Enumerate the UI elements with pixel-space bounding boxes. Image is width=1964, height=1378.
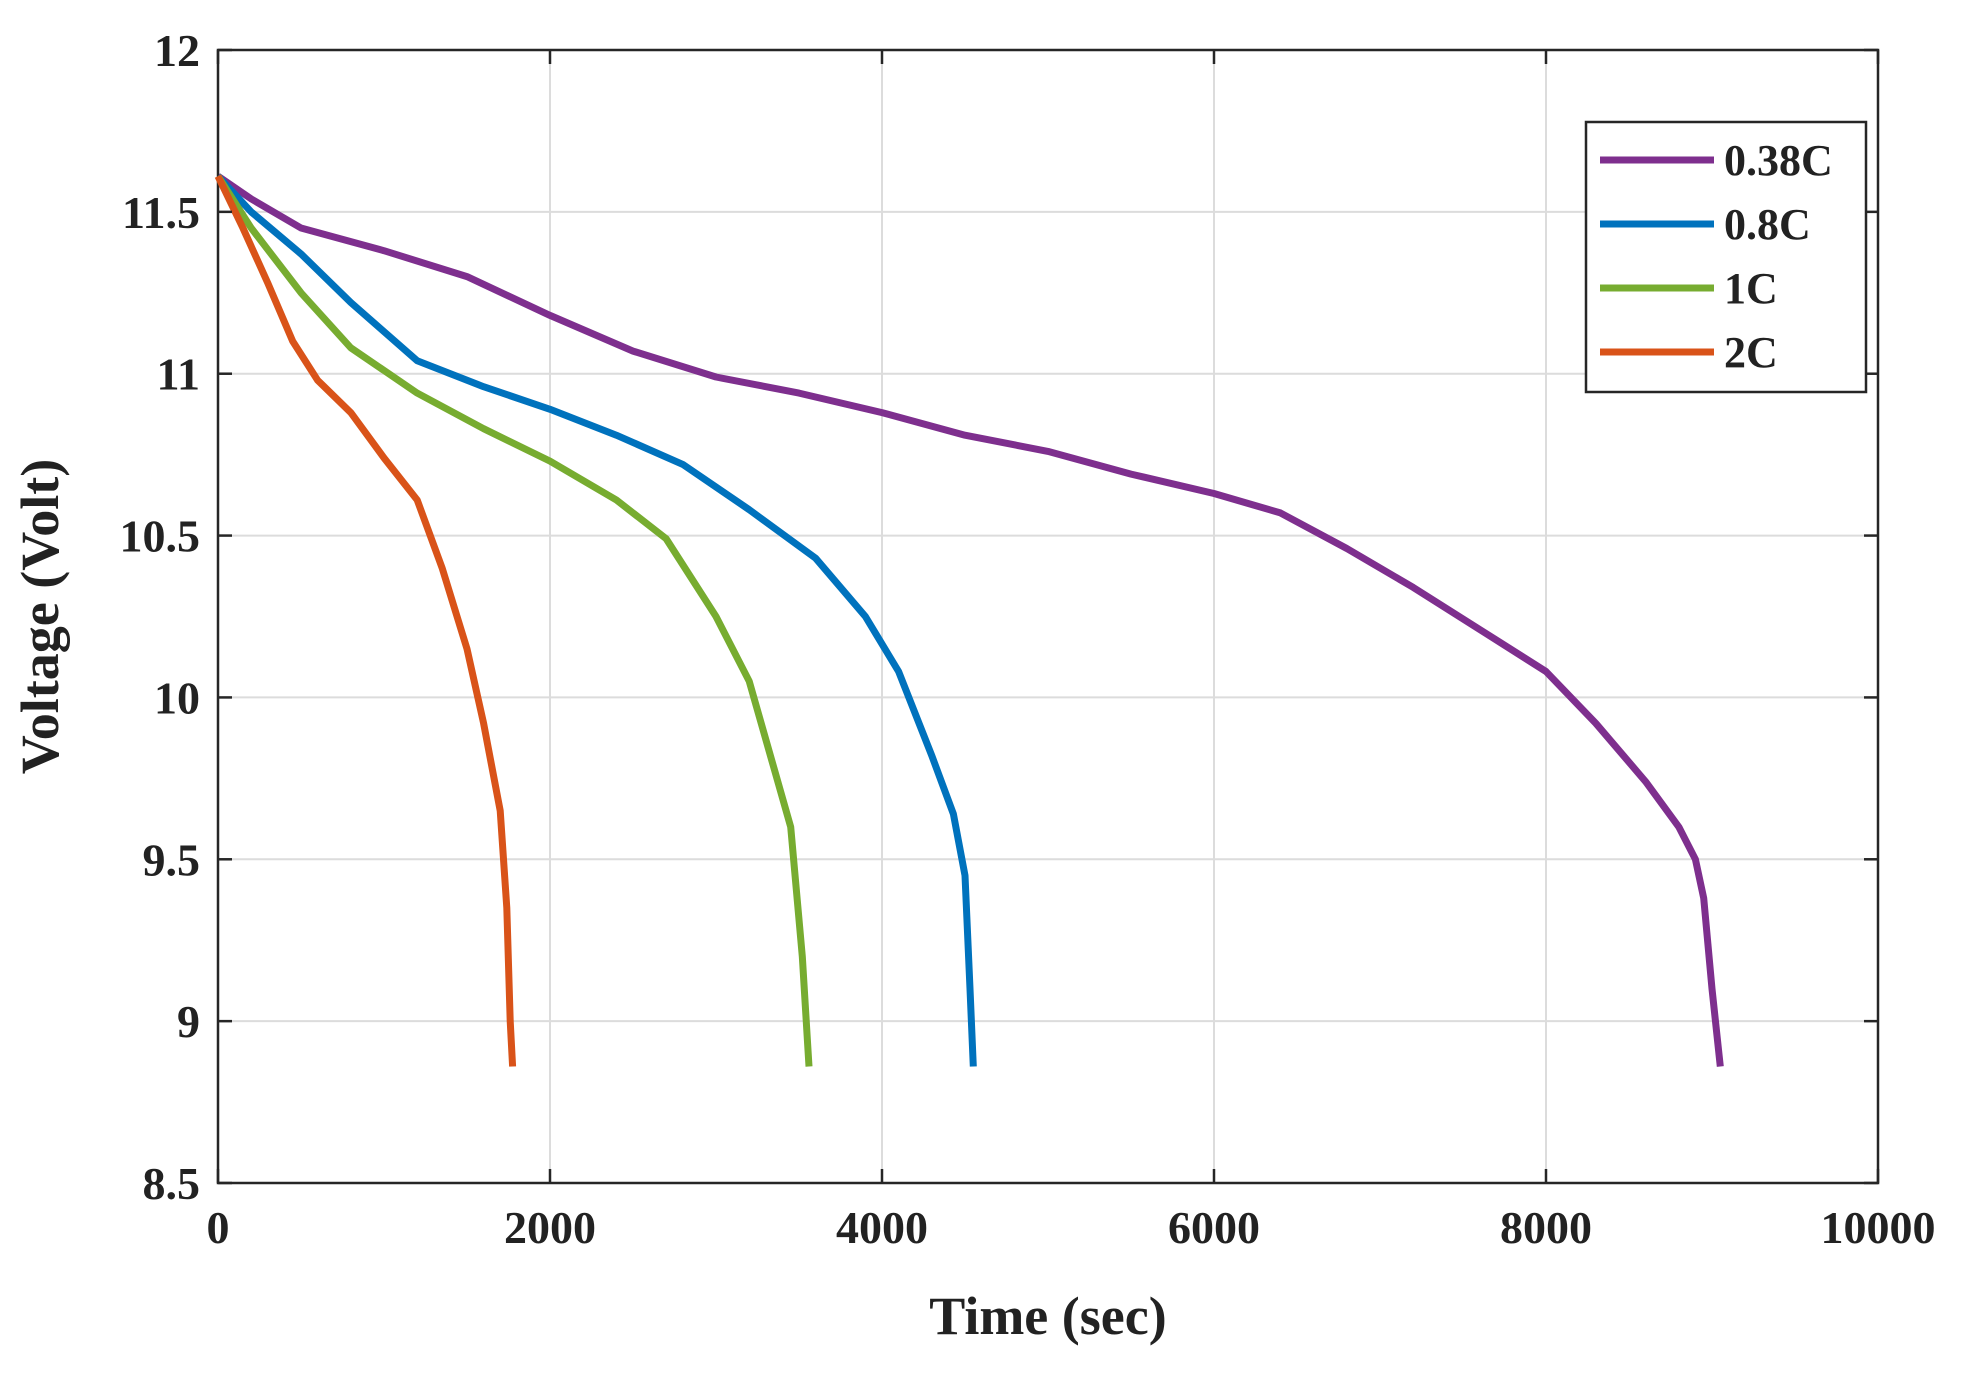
y-tick-label-7: 12 (154, 25, 200, 76)
x-tick-label-3: 6000 (1168, 1202, 1260, 1253)
legend-label-2C: 2C (1724, 328, 1778, 377)
legend-label-0.38C: 0.38C (1724, 136, 1833, 185)
legend-box (1584, 120, 1868, 394)
legend-label-1C: 1C (1724, 264, 1778, 313)
x-axis-title: Time (sec) (929, 1286, 1166, 1346)
y-tick-label-3: 10 (154, 672, 200, 723)
y-axis-title: Voltage (Volt) (10, 459, 70, 774)
x-tick-label-5: 10000 (1821, 1202, 1936, 1253)
x-tick-label-2: 4000 (836, 1202, 928, 1253)
y-tick-label-4: 10.5 (120, 511, 201, 562)
x-tick-label-1: 2000 (504, 1202, 596, 1253)
plot-frame (216, 48, 1880, 1185)
x-tick-label-4: 8000 (1500, 1202, 1592, 1253)
legend-label-0.8C: 0.8C (1724, 200, 1811, 249)
legend: 0.38C 0.8C 1C 2C (1584, 120, 1868, 394)
y-tick-label-5: 11 (157, 349, 200, 400)
y-tick-label-1: 9 (177, 996, 200, 1047)
y-tick-label-6: 11.5 (122, 187, 200, 238)
y-tick-label-0: 8.5 (143, 1158, 201, 1209)
series-line-0.8C (215, 173, 977, 1067)
tick-labels: 0 2000 4000 6000 8000 10000 8.5 9 9.5 10 10.5 11 11.… (120, 25, 1936, 1253)
series-layer (214, 173, 1724, 1067)
series-line-0.38C (216, 173, 1724, 1067)
series-line-2C (214, 174, 517, 1067)
y-tick-label-2: 9.5 (143, 834, 201, 885)
x-tick-label-0: 0 (207, 1202, 230, 1253)
series-line-1C (215, 174, 813, 1067)
